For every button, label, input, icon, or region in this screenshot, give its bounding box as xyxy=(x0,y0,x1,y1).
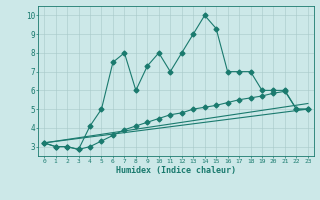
X-axis label: Humidex (Indice chaleur): Humidex (Indice chaleur) xyxy=(116,166,236,175)
